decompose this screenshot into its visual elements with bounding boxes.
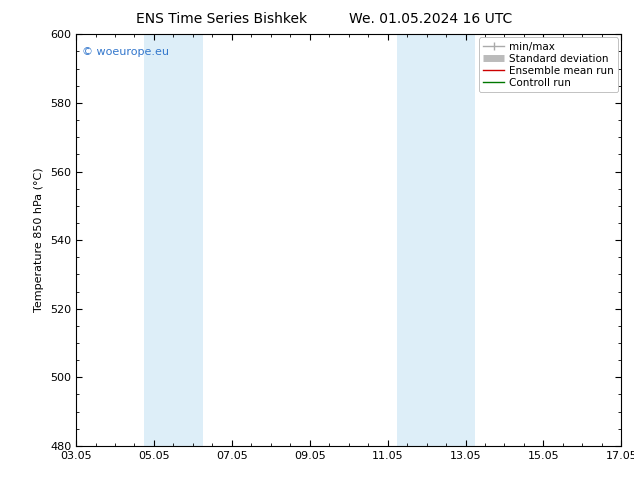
Legend: min/max, Standard deviation, Ensemble mean run, Controll run: min/max, Standard deviation, Ensemble me… xyxy=(479,37,618,92)
Y-axis label: Temperature 850 hPa (°C): Temperature 850 hPa (°C) xyxy=(34,168,44,313)
Text: ENS Time Series Bishkek: ENS Time Series Bishkek xyxy=(136,12,307,26)
Text: © woeurope.eu: © woeurope.eu xyxy=(82,47,169,57)
Bar xyxy=(398,34,476,446)
Text: We. 01.05.2024 16 UTC: We. 01.05.2024 16 UTC xyxy=(349,12,513,26)
Bar xyxy=(144,34,203,446)
